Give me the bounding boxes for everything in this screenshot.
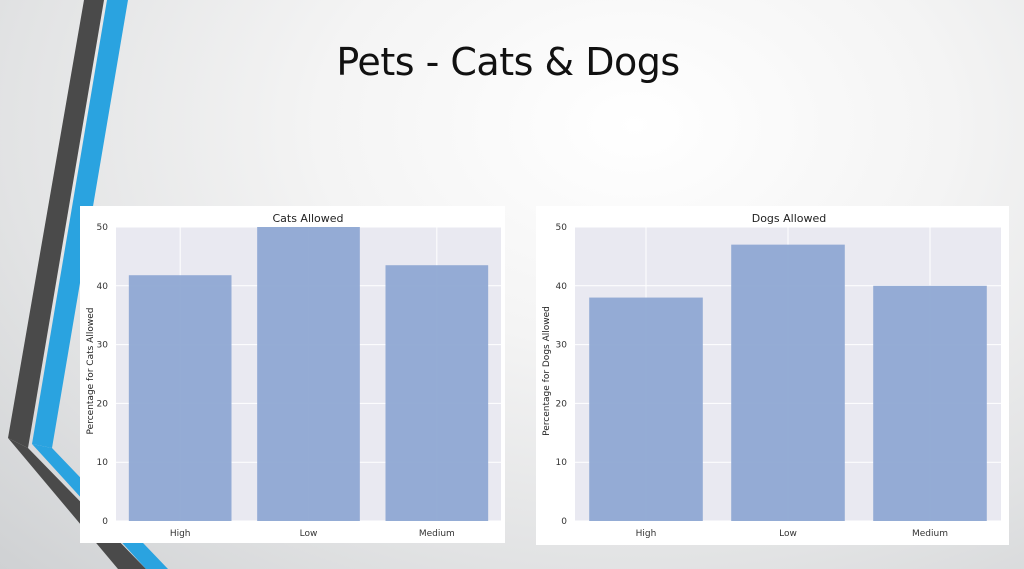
chart-title: Dogs Allowed: [752, 212, 827, 225]
y-tick-label: 30: [556, 341, 568, 351]
y-axis-label: Percentage for Dogs Allowed: [542, 306, 552, 436]
bar-high: [589, 297, 703, 521]
dogs-chart: Dogs Allowed Percentage for Dogs Allowed…: [542, 212, 1001, 539]
y-tick-label: 10: [556, 458, 568, 468]
bar-medium: [385, 265, 489, 521]
x-tick-label: Low: [779, 529, 797, 539]
cats-chart: Cats Allowed Percentage for Cats Allowed…: [86, 212, 501, 539]
dogs-chart-panel: Dogs Allowed Percentage for Dogs Allowed…: [536, 206, 1009, 545]
x-tick-label: High: [170, 529, 191, 539]
chart-title: Cats Allowed: [272, 212, 343, 225]
bar-medium: [873, 285, 987, 521]
y-tick-label: 50: [97, 223, 109, 233]
slide-title: Pets - Cats & Dogs: [336, 40, 680, 84]
bar-low: [257, 227, 360, 521]
y-tick-label: 0: [102, 517, 108, 527]
bar-low: [731, 244, 845, 521]
bar-high: [128, 275, 232, 521]
x-tick-label: Low: [300, 529, 318, 539]
cats-chart-panel: Cats Allowed Percentage for Cats Allowed…: [80, 206, 505, 543]
y-tick-label: 50: [556, 223, 568, 233]
y-tick-label: 20: [97, 399, 109, 409]
y-tick-label: 10: [97, 458, 109, 468]
y-tick-label: 30: [97, 341, 109, 351]
x-tick-label: High: [636, 529, 657, 539]
dark-stripe-upper: [8, 0, 104, 448]
y-tick-label: 0: [561, 517, 567, 527]
y-tick-label: 20: [556, 399, 568, 409]
x-tick-label: Medium: [419, 529, 455, 539]
x-tick-label: Medium: [912, 529, 948, 539]
y-axis-label: Percentage for Cats Allowed: [86, 308, 96, 435]
y-tick-label: 40: [556, 282, 568, 292]
y-tick-label: 40: [97, 282, 109, 292]
